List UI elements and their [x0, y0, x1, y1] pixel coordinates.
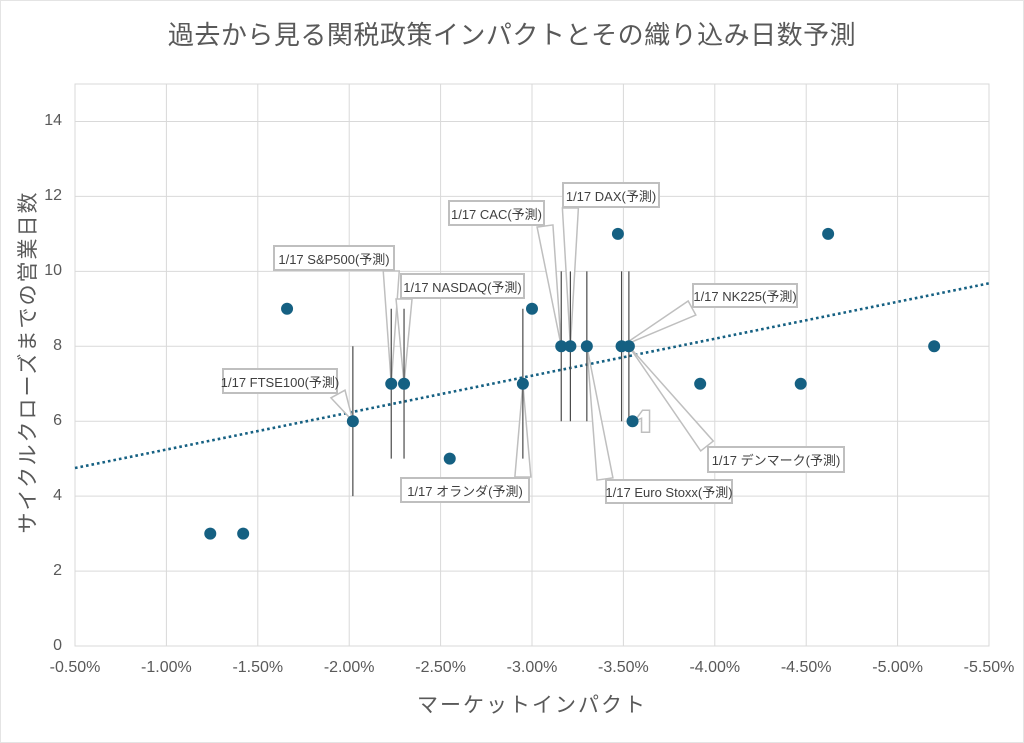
data-point-historical — [794, 377, 807, 390]
callout-label-denmark: 1/17 デンマーク(予測) — [707, 446, 845, 473]
x-tick-label: -3.50% — [598, 659, 649, 676]
callout-leader-denmark — [628, 345, 715, 453]
data-point-historical — [526, 302, 538, 315]
data-point-forecast-ftse100 — [346, 415, 359, 428]
x-axis-title: マーケットインパクト — [417, 694, 647, 717]
x-tick-label: -1.50% — [232, 659, 284, 676]
y-tick-label: 12 — [44, 187, 62, 205]
data-point-historical — [281, 302, 294, 315]
chart-title: 過去から見る関税政策インパクトとその織り込み日数予測 — [167, 20, 857, 50]
y-axis-title: サイクルクローズまでの営業日数 — [17, 190, 40, 534]
data-point-forecast-dax — [564, 340, 577, 353]
y-tick-label: 2 — [53, 562, 62, 580]
callout-leader-nk225 — [621, 299, 697, 347]
x-tick-label: -5.00% — [872, 659, 923, 676]
callout-label-cac: 1/17 CAC(予測) — [448, 200, 545, 226]
callout-label-ftse100: 1/17 FTSE100(予測) — [221, 368, 339, 394]
callout-label-nk225: 1/17 NK225(予測) — [692, 283, 798, 308]
y-tick-label: 6 — [53, 412, 62, 430]
x-tick-label: -5.50% — [963, 659, 1015, 676]
data-point-historical — [626, 415, 639, 428]
x-tick-label: -2.50% — [415, 659, 466, 676]
callout-leader-euro-stoxx — [586, 346, 614, 481]
data-point-historical — [204, 527, 217, 540]
data-point-historical — [237, 527, 250, 540]
data-point-forecast-euro-stoxx — [580, 340, 593, 353]
data-point-historical — [611, 227, 624, 240]
callout-leader-cac — [536, 224, 562, 347]
x-tick-label: -3.00% — [506, 659, 558, 676]
x-tick-label: -4.50% — [780, 659, 832, 676]
y-tick-label: 14 — [44, 112, 62, 130]
y-tick-label: 8 — [53, 337, 62, 355]
data-point-historical — [822, 227, 835, 240]
y-tick-label: 0 — [53, 637, 62, 654]
callout-label-euro-stoxx: 1/17 Euro Stoxx(予測) — [605, 479, 733, 504]
callout-label-netherlands: 1/17 オランダ(予測) — [400, 477, 530, 503]
data-point-historical — [928, 340, 941, 353]
data-point-forecast-denmark — [622, 340, 635, 353]
callout-label-dax: 1/17 DAX(予測) — [562, 182, 660, 208]
data-point-historical — [443, 452, 456, 465]
data-point-forecast-sp500 — [385, 377, 398, 390]
callout-label-sp500: 1/17 S&P500(予測) — [273, 245, 395, 271]
y-tick-label: 10 — [44, 262, 62, 280]
x-tick-label: -0.50% — [49, 659, 101, 676]
x-tick-label: -1.00% — [141, 659, 192, 676]
callout-leader-ftse100 — [329, 389, 354, 422]
x-tick-label: -4.00% — [689, 659, 741, 676]
callout-label-nasdaq: 1/17 NASDAQ(予測) — [400, 273, 525, 299]
small-callout-artifact — [632, 409, 651, 433]
data-point-historical — [694, 377, 707, 390]
data-point-forecast-cac — [555, 340, 568, 353]
data-point-forecast-netherlands — [516, 377, 529, 390]
x-tick-label: -2.00% — [323, 659, 375, 676]
y-tick-label: 4 — [53, 487, 62, 505]
data-point-forecast-nasdaq — [398, 377, 411, 390]
trend-line — [74, 282, 990, 470]
